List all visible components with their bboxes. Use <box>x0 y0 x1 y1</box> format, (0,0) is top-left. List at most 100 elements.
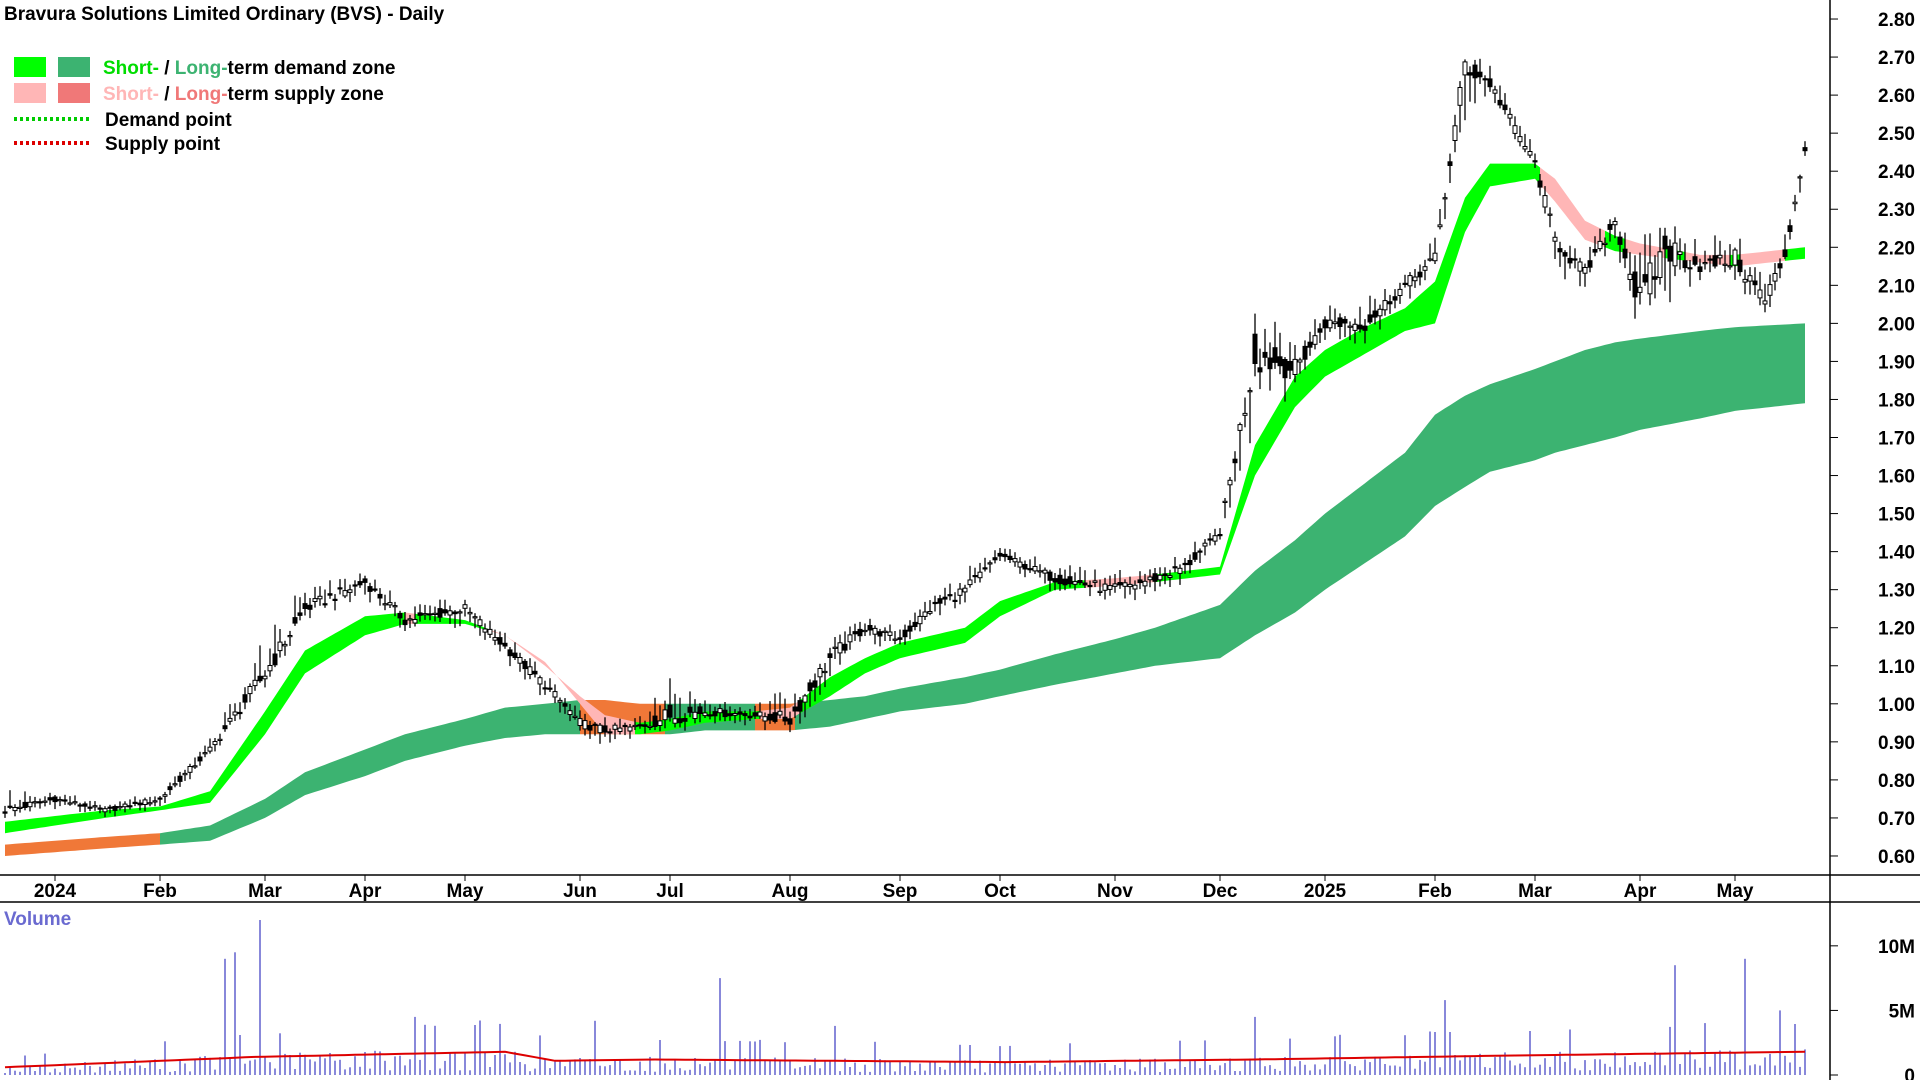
candle-body <box>547 687 553 690</box>
candle-body <box>622 724 628 728</box>
candle-body <box>357 581 363 586</box>
candle-body <box>1757 289 1763 299</box>
candle-body <box>1592 249 1598 253</box>
long-term-zone-band <box>795 323 1805 730</box>
legend: Short- / Long-term demand zone Short- / … <box>14 57 395 155</box>
candle-body <box>1432 252 1438 262</box>
candle-body <box>1127 583 1133 588</box>
candle-body <box>937 598 943 604</box>
candle-body <box>1352 323 1358 331</box>
candle-body <box>252 679 258 687</box>
candle-body <box>457 611 463 614</box>
candle-body <box>217 738 223 741</box>
candle-body <box>407 618 413 621</box>
candle-body <box>22 801 28 809</box>
candle-body <box>267 665 273 672</box>
candle-body <box>1732 249 1738 266</box>
candle-body <box>7 805 13 808</box>
candle-body <box>532 670 538 675</box>
candle-body <box>1477 71 1483 78</box>
candle-body <box>1077 580 1083 584</box>
candle-body <box>1467 72 1473 76</box>
candle-body <box>337 587 343 590</box>
candle-body <box>567 710 573 716</box>
candle-body <box>1617 236 1623 245</box>
candle-body <box>1742 278 1748 283</box>
candle-body <box>417 612 423 616</box>
candle-body <box>1527 151 1533 156</box>
candle-body <box>972 575 978 578</box>
candle-body <box>452 611 458 615</box>
legend-demand-long-text: Long- <box>175 58 228 79</box>
candle-body <box>667 704 673 718</box>
candle-body <box>582 720 588 730</box>
candle-body <box>597 724 603 734</box>
candle-body <box>827 653 833 658</box>
candle-body <box>1252 333 1258 365</box>
candle-body <box>1722 263 1728 266</box>
candle-body <box>1097 590 1103 593</box>
candle-body <box>707 714 713 717</box>
candle-body <box>1547 213 1553 216</box>
candle-body <box>177 775 183 782</box>
candle-body <box>502 642 508 647</box>
candle-body <box>1072 581 1078 585</box>
candle-body <box>1137 579 1143 584</box>
zone-bands <box>5 163 1805 856</box>
price-tick-label: 1.80 <box>1878 391 1915 412</box>
candle-body <box>162 794 168 797</box>
candle-body <box>1112 583 1118 587</box>
candle-body <box>727 713 733 717</box>
candle-body <box>1222 500 1228 503</box>
candle-body <box>192 765 198 768</box>
candle-body <box>317 595 323 600</box>
candle-body <box>1277 356 1283 367</box>
candle-body <box>747 715 753 719</box>
candle-body <box>1802 147 1808 152</box>
candle-body <box>332 598 338 601</box>
candle-body <box>1367 314 1373 323</box>
candle-body <box>807 682 813 692</box>
candle-body <box>1567 257 1573 264</box>
candle-body <box>1242 412 1248 416</box>
candle-body <box>297 612 303 616</box>
candle-body <box>1407 275 1413 287</box>
candle-body <box>637 724 643 727</box>
price-tick-label: 1.50 <box>1878 505 1915 526</box>
legend-short-demand-swatch <box>14 57 46 77</box>
candle-body <box>497 637 503 645</box>
candle-body <box>822 670 828 674</box>
candle-body <box>242 694 248 703</box>
candle-body <box>1502 104 1508 111</box>
volume-panel-label: Volume <box>4 909 71 930</box>
candle-body <box>1682 260 1688 269</box>
candle-body <box>1417 271 1423 278</box>
candle-body <box>772 712 778 722</box>
candle-body <box>957 588 963 596</box>
candle-body <box>1357 324 1363 330</box>
candle-body <box>1747 275 1753 282</box>
candle-body <box>1797 176 1803 179</box>
candle-body <box>372 588 378 591</box>
chart-title: Bravura Solutions Limited Ordinary (BVS)… <box>4 4 445 25</box>
candle-body <box>247 686 253 695</box>
candle-body <box>1082 582 1088 586</box>
candle-body <box>1787 225 1793 232</box>
candle-body <box>1197 550 1203 553</box>
candle-body <box>922 611 928 617</box>
candle-body <box>1317 328 1323 333</box>
volume-tick-label: 0 <box>1904 1066 1915 1080</box>
candle-body <box>1292 358 1298 375</box>
candle-body <box>1712 255 1718 267</box>
candle-body <box>42 800 48 803</box>
candle-body <box>1657 251 1663 279</box>
candle-body <box>562 703 568 707</box>
candle-body <box>1462 61 1468 76</box>
candle-body <box>1272 347 1278 363</box>
candle-body <box>1647 262 1653 295</box>
candle-body <box>612 724 618 730</box>
candle-body <box>112 806 118 811</box>
candle-body <box>487 628 493 635</box>
candle-body <box>792 706 798 712</box>
